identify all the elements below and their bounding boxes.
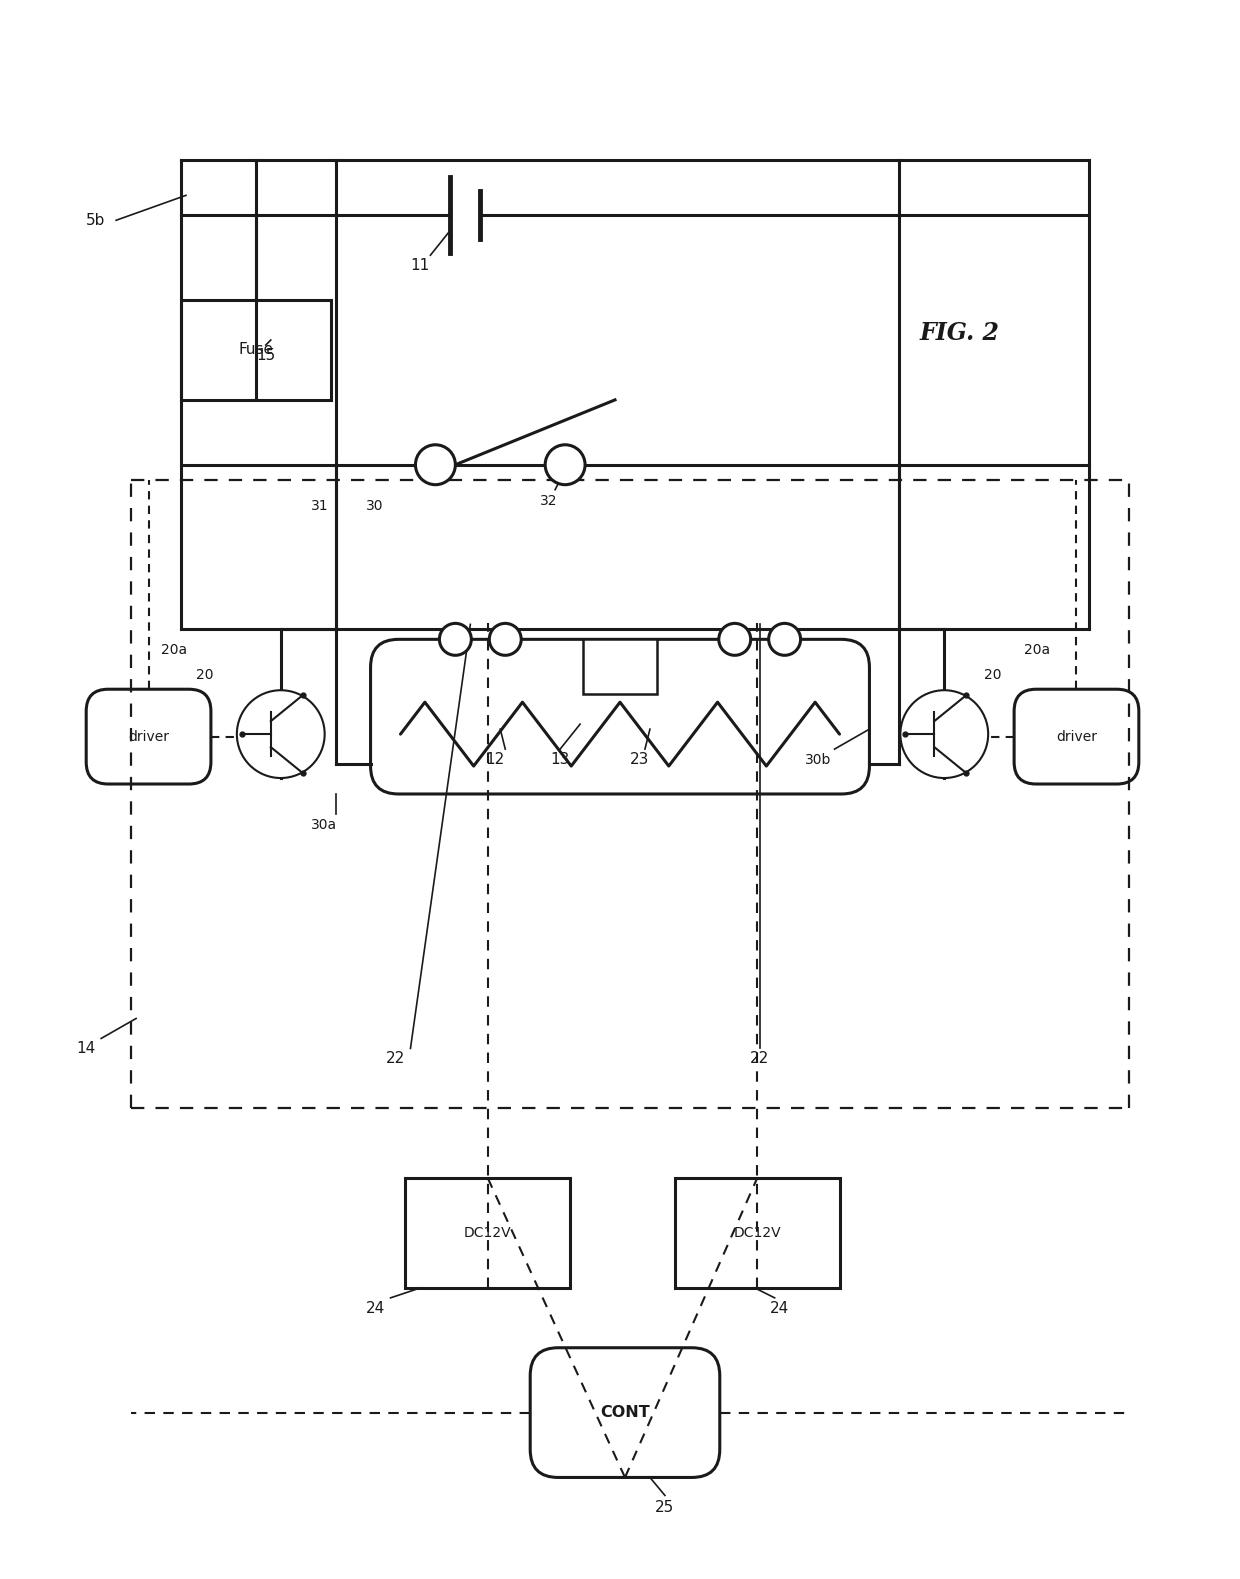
Text: 22: 22 <box>386 1052 404 1066</box>
Text: 25: 25 <box>655 1500 675 1516</box>
Text: 14: 14 <box>76 1042 95 1056</box>
Text: 22: 22 <box>750 1052 769 1066</box>
Text: 20: 20 <box>985 668 1002 682</box>
Circle shape <box>237 690 325 778</box>
Circle shape <box>490 624 521 655</box>
Circle shape <box>415 445 455 485</box>
Text: CONT: CONT <box>600 1405 650 1420</box>
Bar <box>405 1178 570 1288</box>
Text: driver: driver <box>128 729 169 744</box>
Text: 20a: 20a <box>1024 643 1050 657</box>
Circle shape <box>546 445 585 485</box>
Text: 15: 15 <box>255 347 275 363</box>
Text: 20: 20 <box>196 668 213 682</box>
Text: 12: 12 <box>485 752 505 767</box>
Text: 30a: 30a <box>311 818 337 832</box>
Text: 31: 31 <box>311 499 329 513</box>
Text: 30b: 30b <box>805 753 831 767</box>
Circle shape <box>769 624 801 655</box>
Bar <box>583 639 657 695</box>
FancyBboxPatch shape <box>1014 688 1138 785</box>
Text: driver: driver <box>1056 729 1097 744</box>
FancyBboxPatch shape <box>87 688 211 785</box>
Circle shape <box>439 624 471 655</box>
Text: 11: 11 <box>410 257 430 273</box>
Text: 23: 23 <box>630 752 650 767</box>
FancyBboxPatch shape <box>531 1348 719 1478</box>
Text: 24: 24 <box>770 1301 789 1315</box>
Text: 32: 32 <box>541 494 558 507</box>
Text: FIG. 2: FIG. 2 <box>919 321 999 344</box>
Circle shape <box>719 624 750 655</box>
Text: 13: 13 <box>551 752 569 767</box>
Text: Fuse: Fuse <box>238 343 273 357</box>
Circle shape <box>900 690 988 778</box>
Bar <box>675 1178 839 1288</box>
Text: 5b: 5b <box>87 213 105 229</box>
Text: DC12V: DC12V <box>464 1225 512 1240</box>
Text: 30: 30 <box>366 499 383 513</box>
FancyBboxPatch shape <box>371 639 869 794</box>
Text: 20a: 20a <box>161 643 187 657</box>
Bar <box>181 300 331 399</box>
Text: DC12V: DC12V <box>733 1225 781 1240</box>
Text: 24: 24 <box>366 1301 384 1315</box>
